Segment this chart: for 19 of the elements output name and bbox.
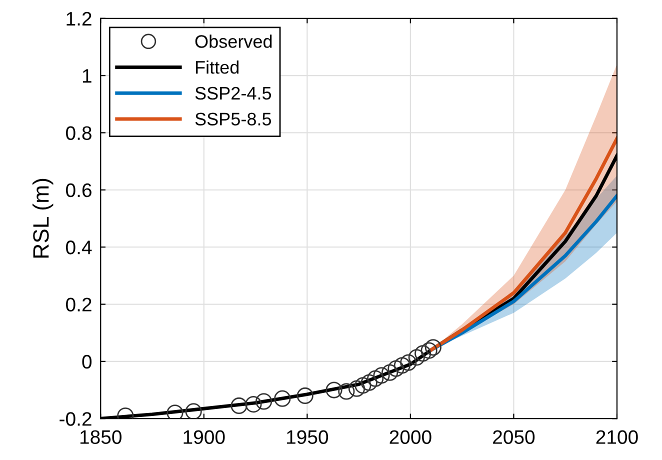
legend-label: SSP5-8.5 bbox=[195, 112, 272, 126]
y-tick-label: 0.6 bbox=[66, 183, 92, 198]
legend-label: Observed bbox=[195, 34, 272, 48]
x-tick-label: 1900 bbox=[184, 430, 225, 444]
y-tick-label: 0.2 bbox=[66, 298, 92, 312]
x-tick-label: 2050 bbox=[493, 430, 535, 444]
y-tick-label: 1 bbox=[82, 69, 92, 83]
y-tick-label: 0 bbox=[82, 354, 92, 369]
y-tick-label: -0.2 bbox=[60, 412, 92, 426]
y-tick-label: 0.8 bbox=[66, 126, 92, 140]
x-tick-label: 2100 bbox=[596, 430, 638, 444]
y-tick-label: 0.4 bbox=[66, 240, 92, 254]
legend-label: SSP2-4.5 bbox=[195, 86, 272, 100]
legend-label: Fitted bbox=[196, 60, 239, 74]
x-tick-label: 1950 bbox=[287, 430, 328, 444]
y-axis-title: RSL (m) bbox=[32, 178, 54, 258]
y-tick-label: 1.2 bbox=[66, 12, 92, 26]
x-tick-label: 2000 bbox=[390, 430, 432, 444]
x-tick-label: 1850 bbox=[80, 430, 122, 444]
